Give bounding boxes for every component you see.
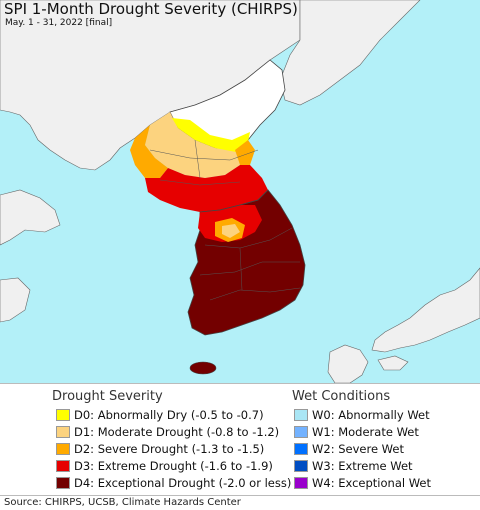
swatch-d2 [56, 442, 70, 455]
legend-label-w0: W0: Abnormally Wet [312, 407, 430, 422]
wet-legend-heading: Wet Conditions [292, 389, 391, 404]
swatch-w4 [294, 476, 308, 489]
legend-label-w2: W2: Severe Wet [312, 441, 404, 456]
legend-panel: Drought Severity Wet Conditions D0: Abno… [0, 383, 480, 496]
swatch-w2 [294, 442, 308, 455]
japan-kyushu [327, 344, 369, 383]
legend-label-d1: D1: Moderate Drought (-0.8 to -1.2) [74, 424, 280, 439]
nk-d0-zone [172, 118, 250, 152]
legend-item-w3: W3: Extreme Wet [294, 458, 413, 473]
swatch-d3 [56, 459, 70, 472]
legend-label-w4: W4: Exceptional Wet [312, 475, 431, 490]
legend-item-d2: D2: Severe Drought (-1.3 to -1.5) [56, 441, 264, 456]
sk-d1-pocket [222, 224, 240, 238]
legend-label-w1: W1: Moderate Wet [312, 424, 419, 439]
swatch-w3 [294, 459, 308, 472]
legend-item-w1: W1: Moderate Wet [294, 424, 419, 439]
nk-d2-zone [130, 125, 168, 178]
legend-item-d0: D0: Abnormally Dry (-0.5 to -0.7) [56, 407, 264, 422]
nk-d3-zone [145, 165, 268, 212]
swatch-d1 [56, 425, 70, 438]
map-svg [0, 0, 480, 383]
legend-item-d4: D4: Exceptional Drought (-2.0 or less) [56, 475, 291, 490]
legend-label-d4: D4: Exceptional Drought (-2.0 or less) [74, 475, 292, 490]
legend-item-w4: W4: Exceptional Wet [294, 475, 431, 490]
swatch-w0 [294, 408, 308, 421]
legend-label-d3: D3: Extreme Drought (-1.6 to -1.9) [74, 458, 273, 473]
west-coast-land [0, 277, 31, 323]
map-subtitle: May. 1 - 31, 2022 [final] [5, 18, 113, 28]
legend-item-d1: D1: Moderate Drought (-0.8 to -1.2) [56, 424, 279, 439]
nk-d1-zone [145, 112, 240, 178]
swatch-w1 [294, 425, 308, 438]
jeju-island [189, 361, 217, 375]
legend-item-w2: W2: Severe Wet [294, 441, 404, 456]
nk-province-lines [149, 139, 259, 186]
japan-shikoku [377, 355, 409, 371]
legend-item-d3: D3: Extreme Drought (-1.6 to -1.9) [56, 458, 273, 473]
sk-province-lines [199, 227, 301, 301]
korea-dmz-border [199, 189, 269, 213]
legend-item-w0: W0: Abnormally Wet [294, 407, 430, 422]
drought-map: SPI 1-Month Drought Severity (CHIRPS) Ma… [0, 0, 480, 383]
drought-legend-heading: Drought Severity [52, 389, 163, 404]
nk-d2-east [235, 140, 255, 165]
swatch-d0 [56, 408, 70, 421]
legend-label-w3: W3: Extreme Wet [312, 458, 413, 473]
shandong-peninsula [0, 189, 61, 246]
russia-far-east [279, 0, 421, 106]
legend-label-d0: D0: Abnormally Dry (-0.5 to -0.7) [74, 407, 264, 422]
source-credit: Source: CHIRPS, UCSB, Climate Hazards Ce… [0, 495, 480, 510]
swatch-d4 [56, 476, 70, 489]
legend-label-d2: D2: Severe Drought (-1.3 to -1.5) [74, 441, 265, 456]
map-title: SPI 1-Month Drought Severity (CHIRPS) [4, 0, 298, 18]
japan-honshu [371, 267, 480, 353]
